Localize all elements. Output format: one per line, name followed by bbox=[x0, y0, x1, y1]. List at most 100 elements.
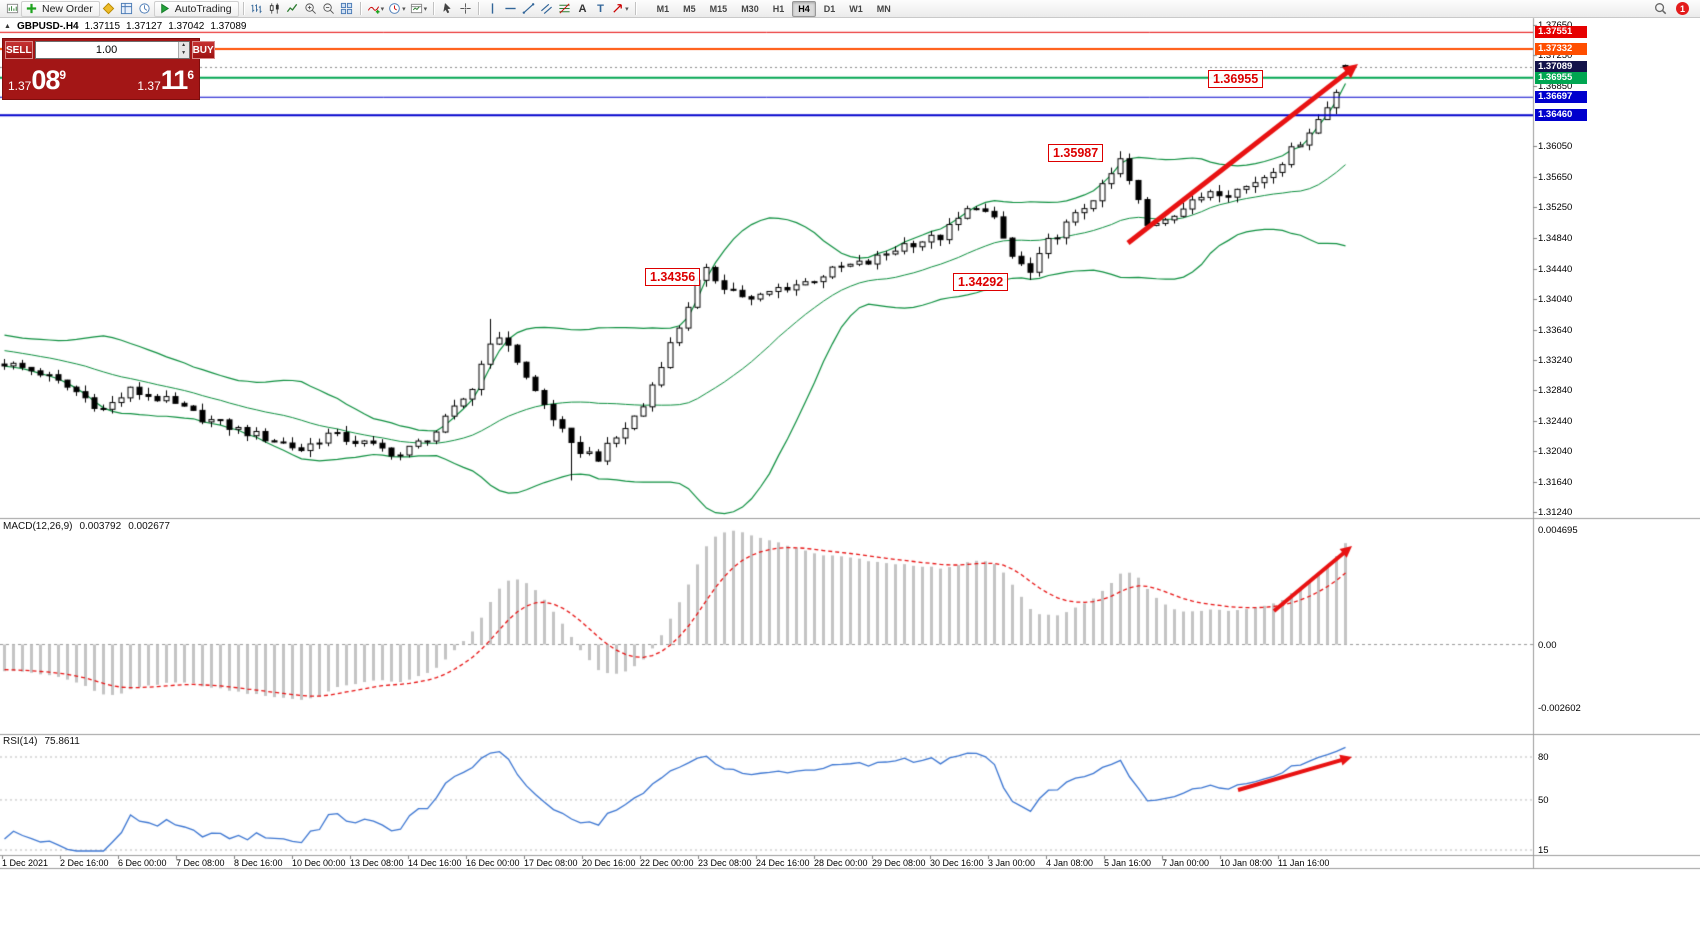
dropdown-caret-icon: ▾ bbox=[423, 5, 428, 13]
periods-icon[interactable]: ▾ bbox=[386, 1, 408, 17]
price-annotation[interactable]: 1.34292 bbox=[953, 273, 1009, 291]
timeframe-button-mn[interactable]: MN bbox=[876, 3, 891, 14]
market-watch-icon bbox=[120, 2, 133, 15]
bar-chart-icon[interactable] bbox=[248, 1, 266, 17]
zoom-out-icon[interactable] bbox=[320, 1, 338, 17]
volume-input[interactable] bbox=[35, 42, 178, 58]
macd-scale-max: 0.004695 bbox=[1538, 525, 1578, 536]
cursor-icon[interactable] bbox=[438, 1, 456, 17]
timeframe-button-m1[interactable]: M1 bbox=[656, 3, 670, 14]
arrows-icon bbox=[611, 2, 624, 15]
macd-label-text: MACD(12,26,9) bbox=[3, 521, 73, 532]
timeframe-toolbar: M1 M5 M15 M30 H1 H4 D1 W1 MN bbox=[650, 0, 898, 17]
price-axis-tick: 1.32440 bbox=[1538, 415, 1573, 427]
price-axis-tick: 1.31240 bbox=[1538, 506, 1573, 518]
time-axis-label: 11 Jan 16:00 bbox=[1278, 858, 1330, 868]
time-axis-label: 16 Dec 00:00 bbox=[466, 858, 520, 868]
price-axis-tag: 1.37332 bbox=[1535, 43, 1587, 55]
buy-button[interactable]: BUY bbox=[191, 41, 215, 59]
time-axis-label: 28 Dec 00:00 bbox=[814, 858, 868, 868]
text-label-icon[interactable]: T bbox=[591, 1, 609, 17]
crosshair-icon[interactable] bbox=[456, 1, 474, 17]
price-annotation[interactable]: 1.35987 bbox=[1048, 144, 1104, 162]
time-axis-label: 7 Dec 08:00 bbox=[176, 858, 225, 868]
market-watch-icon[interactable] bbox=[118, 1, 136, 17]
timeframe-button-m30[interactable]: M30 bbox=[741, 3, 759, 14]
timeframe-button-w1[interactable]: W1 bbox=[849, 3, 863, 14]
autotrading-icon bbox=[158, 2, 171, 15]
timeframe-button-h1[interactable]: H1 bbox=[772, 3, 785, 14]
tile-windows-icon[interactable] bbox=[338, 1, 356, 17]
price-axis-tag: 1.37089 bbox=[1535, 61, 1587, 74]
timeframe-button-h4[interactable]: H4 bbox=[792, 0, 816, 17]
metaeditor-icon[interactable] bbox=[100, 1, 118, 17]
timeframe-button-m15[interactable]: M15 bbox=[709, 3, 728, 14]
timeframe-button-m5[interactable]: M5 bbox=[683, 3, 696, 14]
notification-badge[interactable]: 1 bbox=[1676, 2, 1689, 15]
main-toolbar: New Order AutoTrading ▾ ▾ ▾ A T ▾ M1 M5 M15 M30 H1 H… bbox=[0, 0, 1700, 18]
price-axis-tick: 1.33240 bbox=[1538, 354, 1573, 366]
macd-main-value: 0.003792 bbox=[79, 521, 122, 532]
ask-price-display[interactable]: 1.37 11 6 bbox=[137, 61, 194, 97]
price-axis-tag: 1.36697 bbox=[1535, 91, 1587, 104]
indicators-icon[interactable]: ▾ bbox=[365, 1, 387, 17]
cursor-icon bbox=[441, 2, 454, 15]
volume-spinner[interactable]: ▲ ▼ bbox=[177, 42, 189, 58]
rsi-level-label: 50 bbox=[1538, 794, 1549, 806]
time-axis-label: 5 Jan 16:00 bbox=[1104, 858, 1152, 868]
channel-icon bbox=[540, 2, 553, 15]
bid-price-display[interactable]: 1.37 08 9 bbox=[8, 61, 66, 97]
macd-indicator-label: MACD(12,26,9) 0.003792 0.002677 bbox=[3, 521, 170, 532]
price-axis-tick: 1.35650 bbox=[1538, 171, 1573, 183]
chart-open-value: 1.37115 bbox=[84, 21, 121, 32]
strategy-tester-icon[interactable] bbox=[136, 1, 154, 17]
ask-prefix: 1.37 bbox=[137, 79, 161, 93]
new-chart-icon[interactable] bbox=[3, 1, 21, 17]
toolbar-separator bbox=[433, 2, 435, 15]
price-axis-tag: 1.36955 bbox=[1535, 71, 1587, 84]
timeframe-button-d1[interactable]: D1 bbox=[823, 3, 836, 14]
new-order-button[interactable]: New Order bbox=[21, 0, 100, 17]
price-axis-tick: 1.31640 bbox=[1538, 476, 1573, 488]
one-click-collapse-toggle[interactable]: ▲ bbox=[4, 23, 11, 30]
spin-up-icon[interactable]: ▲ bbox=[178, 42, 189, 50]
svg-text:A: A bbox=[578, 3, 586, 15]
dropdown-caret-icon: ▾ bbox=[625, 5, 629, 13]
toolbar-separator bbox=[242, 2, 244, 15]
price-annotation[interactable]: 1.34356 bbox=[645, 268, 701, 286]
time-axis-label: 30 Dec 16:00 bbox=[930, 858, 984, 868]
spin-down-icon[interactable]: ▼ bbox=[178, 50, 189, 58]
candlestick-chart-icon[interactable] bbox=[266, 1, 284, 17]
time-axis-label: 3 Jan 00:00 bbox=[988, 858, 1036, 868]
text-icon[interactable]: A bbox=[573, 1, 591, 17]
price-axis-tick: 1.37250 bbox=[1538, 50, 1573, 62]
rsi-level-label: 15 bbox=[1538, 845, 1549, 856]
horizontal-line-icon[interactable] bbox=[501, 1, 519, 17]
line-chart-icon[interactable] bbox=[284, 1, 302, 17]
search-icon[interactable] bbox=[1651, 1, 1669, 17]
bid-big-digits: 08 bbox=[31, 65, 60, 95]
price-axis-tick: 1.34840 bbox=[1538, 233, 1573, 245]
trendline-icon[interactable] bbox=[519, 1, 537, 17]
chart-header: ▲ GBPUSD-.H4 1.37115 1.37127 1.37042 1.3… bbox=[4, 21, 247, 32]
price-annotation[interactable]: 1.36955 bbox=[1208, 70, 1264, 88]
fibonacci-icon[interactable] bbox=[555, 1, 573, 17]
templates-icon[interactable]: ▾ bbox=[408, 1, 430, 17]
volume-control: ▲ ▼ bbox=[34, 41, 190, 59]
channel-icon[interactable] bbox=[537, 1, 555, 17]
arrows-icon[interactable]: ▾ bbox=[609, 1, 631, 17]
candlestick-chart-icon bbox=[268, 2, 281, 15]
text-label-icon: T bbox=[594, 2, 607, 15]
vertical-line-icon bbox=[486, 2, 499, 15]
autotrading-button-label: AutoTrading bbox=[174, 2, 232, 15]
autotrading-button[interactable]: AutoTrading bbox=[153, 0, 239, 17]
zoom-in-icon[interactable] bbox=[302, 1, 320, 17]
sell-button[interactable]: SELL bbox=[5, 41, 33, 59]
chart-close-value: 1.37089 bbox=[210, 21, 247, 32]
vertical-line-icon[interactable] bbox=[483, 1, 501, 17]
trendline-icon bbox=[522, 2, 535, 15]
line-chart-icon bbox=[286, 2, 299, 15]
time-axis-label: 29 Dec 08:00 bbox=[872, 858, 926, 868]
